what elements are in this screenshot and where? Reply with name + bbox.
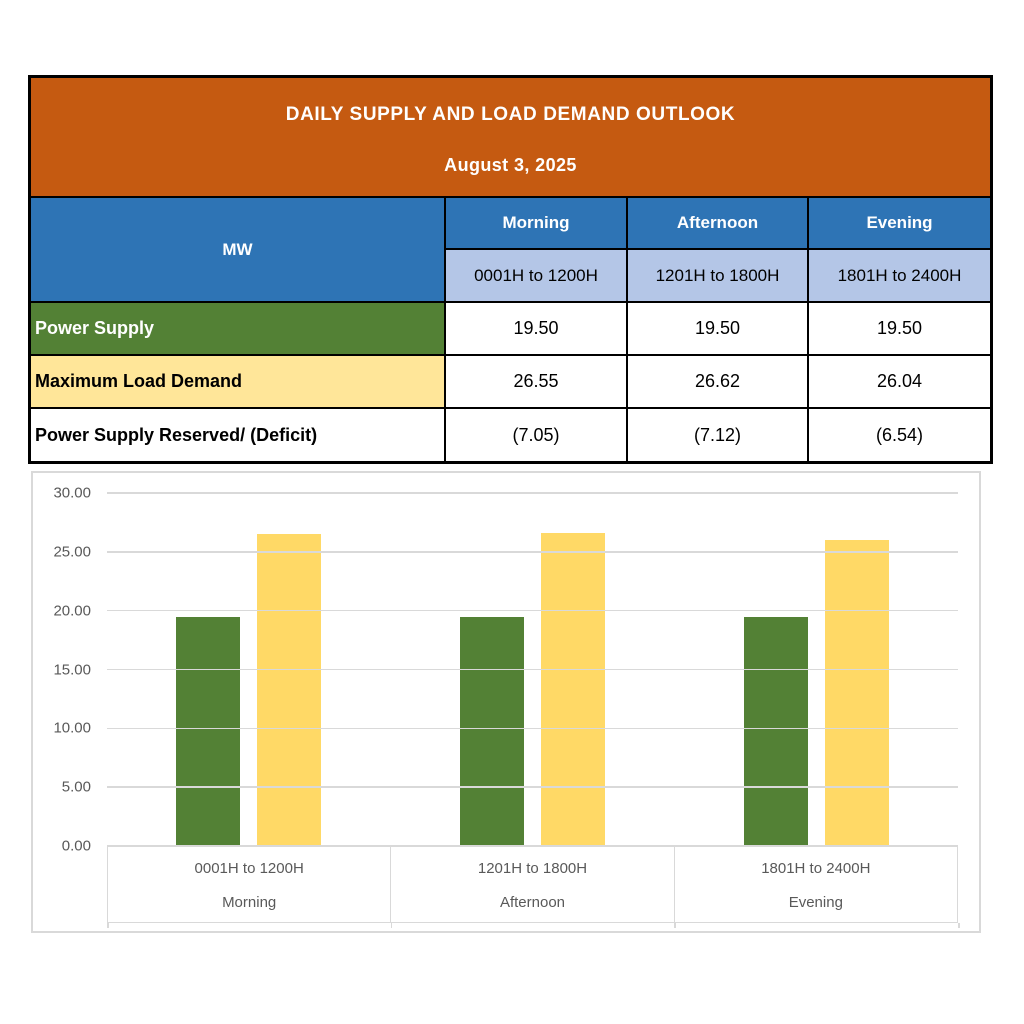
- table-date: August 3, 2025: [444, 155, 577, 175]
- unit-header-cell: MW: [31, 198, 446, 303]
- bar-power-supply: [743, 616, 808, 846]
- value-max-load-evening: 26.04: [809, 356, 990, 409]
- x-axis-tick: [958, 923, 960, 928]
- column-header-morning: Morning: [446, 198, 628, 250]
- y-axis-tick-label: 0.00: [61, 837, 91, 855]
- gridline: [107, 609, 958, 612]
- y-axis-tick-label: 5.00: [61, 778, 91, 796]
- supply-demand-table: DAILY SUPPLY AND LOAD DEMAND OUTLOOK Aug…: [28, 75, 993, 464]
- x-axis-category: 0001H to 1200H Morning: [108, 847, 392, 922]
- gridline: [107, 727, 958, 730]
- gridline: [107, 786, 958, 788]
- y-axis-tick-label: 30.00: [53, 484, 91, 502]
- gridline: [107, 492, 958, 494]
- bar-group: [391, 493, 675, 846]
- plot-area: [107, 492, 958, 847]
- bar-maximum-load-demand: [824, 539, 889, 846]
- column-range-afternoon: 1201H to 1800H: [628, 250, 809, 303]
- value-max-load-afternoon: 26.62: [628, 356, 809, 409]
- x-axis-period-label: Afternoon: [499, 894, 566, 911]
- x-axis-label-box: 0001H to 1200H Morning 1201H to 1800H After…: [107, 846, 958, 923]
- gridline: [107, 551, 958, 553]
- y-axis-tick-label: 20.00: [53, 602, 91, 620]
- row-label-reserve-deficit: Power Supply Reserved/ (Deficit): [31, 409, 446, 461]
- value-reserve-afternoon: (7.12): [628, 409, 809, 461]
- table-title-header: DAILY SUPPLY AND LOAD DEMAND OUTLOOK Aug…: [31, 78, 990, 198]
- y-axis-tick-label: 25.00: [53, 543, 91, 561]
- bar-maximum-load-demand: [257, 533, 322, 846]
- column-range-evening: 1801H to 2400H: [809, 250, 990, 303]
- row-label-power-supply: Power Supply: [31, 303, 446, 356]
- x-axis-range-label: 0001H to 1200H: [194, 860, 304, 877]
- bar-power-supply: [460, 616, 524, 846]
- column-header-evening: Evening: [809, 198, 990, 250]
- x-axis-period-label: Evening: [788, 894, 843, 911]
- y-axis-tick-label: 15.00: [53, 661, 91, 678]
- x-axis-category: 1201H to 1800H Afternoon: [391, 847, 675, 922]
- supply-demand-bar-chart: 0.00 5.00 10.00 15.00 20.00 25.00 30.00 0001H …: [31, 471, 981, 933]
- bar-groups: [107, 493, 958, 846]
- bar-power-supply: [176, 616, 241, 846]
- column-header-afternoon: Afternoon: [628, 198, 809, 250]
- bar-maximum-load-demand: [541, 532, 605, 846]
- gridline: [107, 668, 958, 671]
- row-label-max-load-demand: Maximum Load Demand: [31, 356, 446, 409]
- y-axis: 0.00 5.00 10.00 15.00 20.00 25.00 30.00: [33, 485, 107, 855]
- x-axis-tick: [390, 923, 393, 928]
- value-power-supply-afternoon: 19.50: [628, 303, 809, 356]
- column-range-morning: 0001H to 1200H: [446, 250, 628, 303]
- value-power-supply-morning: 19.50: [446, 303, 628, 356]
- x-axis-period-label: Morning: [222, 894, 277, 911]
- value-max-load-morning: 26.55: [446, 356, 628, 409]
- value-power-supply-evening: 19.50: [809, 303, 990, 356]
- x-axis-category: 1801H to 2400H Evening: [675, 847, 957, 922]
- y-axis-tick-label: 10.00: [53, 719, 91, 737]
- x-axis-tick: [674, 923, 676, 928]
- x-axis-range-label: 1201H to 1800H: [477, 860, 588, 877]
- bar-group: [674, 493, 958, 846]
- table-title: DAILY SUPPLY AND LOAD DEMAND OUTLOOK: [285, 104, 736, 125]
- value-reserve-morning: (7.05): [446, 409, 628, 461]
- x-axis-tick: [107, 923, 109, 928]
- value-reserve-evening: (6.54): [809, 409, 990, 461]
- bar-group: [107, 493, 391, 846]
- x-axis-range-label: 1801H to 2400H: [761, 860, 871, 877]
